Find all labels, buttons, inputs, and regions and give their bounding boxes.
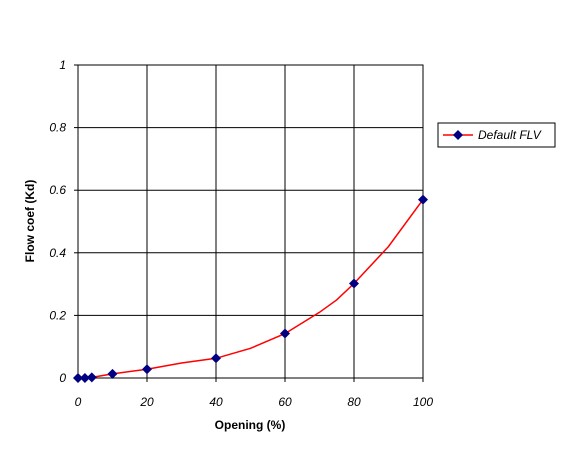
y-tick-label: 0.8	[49, 121, 66, 135]
grid-lines	[74, 64, 424, 382]
y-tick-label: 0.4	[49, 246, 66, 260]
series-default-flv	[73, 194, 428, 383]
data-point	[86, 372, 97, 383]
y-tick-label: 0	[59, 371, 66, 385]
x-tick-label: 100	[413, 395, 433, 409]
legend: Default FLV	[437, 122, 556, 148]
data-point	[211, 353, 221, 364]
y-axis-title: Flow coef (Kd)	[23, 180, 37, 263]
data-point	[73, 373, 83, 383]
y-tick-label: 0.2	[49, 308, 66, 322]
y-tick-label: 0.6	[49, 183, 66, 197]
x-axis-title: Opening (%)	[215, 418, 286, 432]
y-tick-labels: 0 0.2 0.4 0.6 0.8 1	[49, 58, 66, 385]
legend-label: Default FLV	[478, 128, 542, 142]
series-line	[78, 199, 424, 379]
data-point	[142, 364, 152, 375]
x-tick-label: 0	[75, 395, 82, 409]
x-tick-labels: 0 20 40 60 80 100	[75, 395, 434, 409]
data-point	[79, 373, 90, 383]
x-tick-label: 40	[209, 395, 223, 409]
y-tick-label: 1	[59, 58, 66, 72]
data-point	[107, 368, 118, 379]
plot-area	[77, 64, 424, 379]
x-tick-label: 80	[347, 395, 361, 409]
data-point	[280, 328, 290, 339]
data-point	[418, 194, 428, 205]
x-tick-label: 20	[139, 395, 154, 409]
legend-marker	[453, 130, 463, 140]
x-tick-label: 60	[278, 395, 292, 409]
data-point	[349, 278, 359, 289]
